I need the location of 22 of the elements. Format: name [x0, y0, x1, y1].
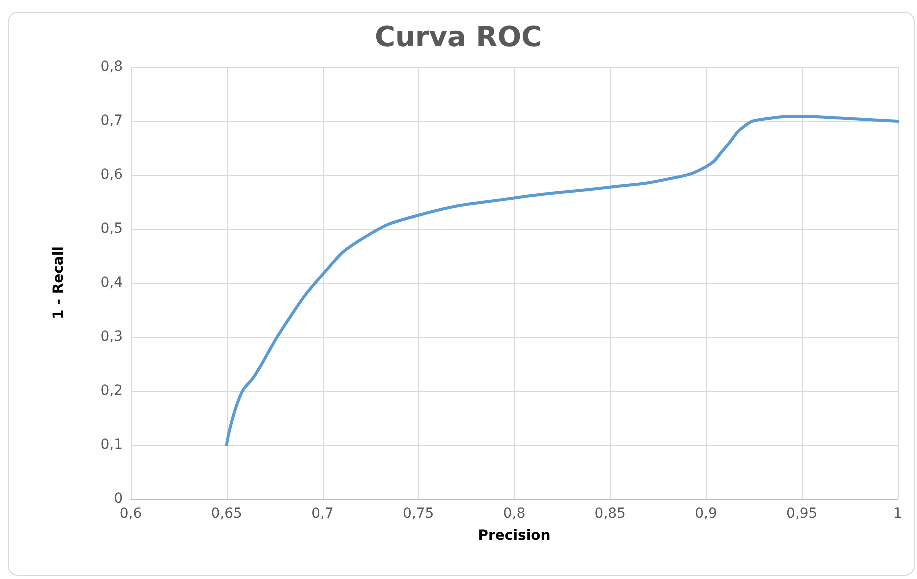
x-tick-label: 0,95 — [786, 506, 818, 522]
x-tick-label: 1 — [894, 506, 902, 522]
chart-title: Curva ROC — [374, 20, 542, 54]
y-tick-label: 0,5 — [100, 221, 123, 237]
y-tick-label: 0,2 — [100, 383, 123, 399]
line-series — [225, 115, 900, 446]
x-tick-label: 0,75 — [403, 506, 434, 522]
x-tick-label: 0,9 — [695, 506, 718, 522]
x-tick-label: 0,6 — [120, 506, 142, 522]
x-tick-label: 0,7 — [312, 506, 334, 522]
y-tick-label: 0,7 — [100, 113, 123, 129]
x-tick-label: 0,85 — [594, 506, 626, 522]
y-tick-label: 0,4 — [100, 275, 124, 291]
y-tick-label: 0,6 — [100, 167, 124, 183]
y-tick-label: 0 — [114, 491, 123, 507]
y-tick-label: 0,8 — [100, 59, 123, 75]
x-tick-label: 0,8 — [503, 506, 526, 522]
y-axis-title: 1 - Recall — [51, 246, 67, 320]
y-tick-label: 0,3 — [100, 329, 123, 345]
y-tick-label: 0,1 — [100, 437, 123, 453]
x-axis-title: Precision — [478, 528, 551, 544]
x-tick-label: 0,65 — [211, 506, 242, 522]
